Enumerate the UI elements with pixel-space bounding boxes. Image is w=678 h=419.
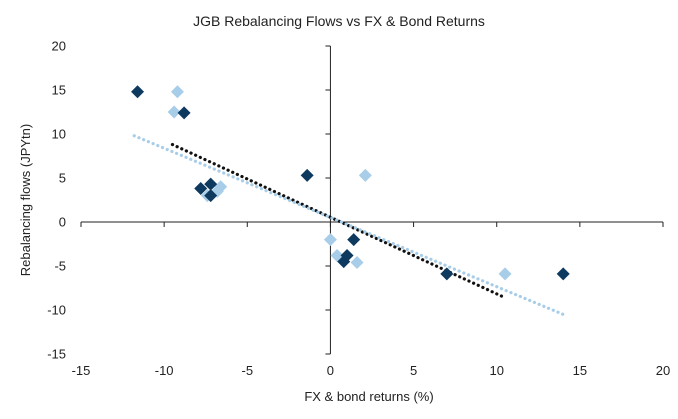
data-point-series-2 xyxy=(498,267,512,281)
x-tick-label: 15 xyxy=(573,363,587,378)
data-point-series-1 xyxy=(337,255,351,269)
chart-title: JGB Rebalancing Flows vs FX & Bond Retur… xyxy=(193,13,485,29)
data-point-series-1 xyxy=(194,182,208,196)
trend-line-1 xyxy=(170,142,507,300)
x-tick-label: 20 xyxy=(656,363,670,378)
y-tick-label: 0 xyxy=(59,215,66,230)
x-tick-label: -10 xyxy=(155,363,174,378)
x-tick-label: -5 xyxy=(242,363,254,378)
x-tick-label: 5 xyxy=(410,363,417,378)
data-point-series-1 xyxy=(131,85,145,99)
data-point-series-1 xyxy=(177,106,191,120)
data-point-series-1 xyxy=(440,267,454,281)
data-point-series-2 xyxy=(350,255,364,269)
data-point-series-1 xyxy=(556,267,570,281)
x-tick-label: 10 xyxy=(489,363,503,378)
y-axis-label: Rebalancing flows (JPYtn) xyxy=(18,124,33,276)
y-tick-label: 5 xyxy=(59,171,66,186)
trend-line-2 xyxy=(132,134,565,316)
y-tick-label: 10 xyxy=(52,127,66,142)
x-tick-label: 0 xyxy=(327,363,334,378)
data-point-series-2 xyxy=(323,233,337,247)
data-point-series-2 xyxy=(358,168,372,182)
data-point-series-1 xyxy=(204,177,218,191)
trend-lines xyxy=(132,134,565,316)
y-tick-label: 15 xyxy=(52,83,66,98)
data-point-series-2 xyxy=(170,85,184,99)
y-tick-label: -10 xyxy=(47,303,66,318)
y-tick-label: -5 xyxy=(54,259,66,274)
data-point-series-1 xyxy=(300,168,314,182)
y-tick-label: -15 xyxy=(47,347,66,362)
data-point-series-1 xyxy=(347,233,361,247)
data-point-series-2 xyxy=(167,105,181,119)
data-points xyxy=(131,85,570,281)
axes: -15 -10 -5 0 5 10 15 20 -15 -10 -5 0 5 10 15 20 xyxy=(47,39,670,379)
x-axis-label: FX & bond returns (%) xyxy=(304,389,433,404)
x-tick-label: -15 xyxy=(72,363,91,378)
data-point-series-1 xyxy=(204,189,218,203)
y-tick-label: 20 xyxy=(52,39,66,54)
